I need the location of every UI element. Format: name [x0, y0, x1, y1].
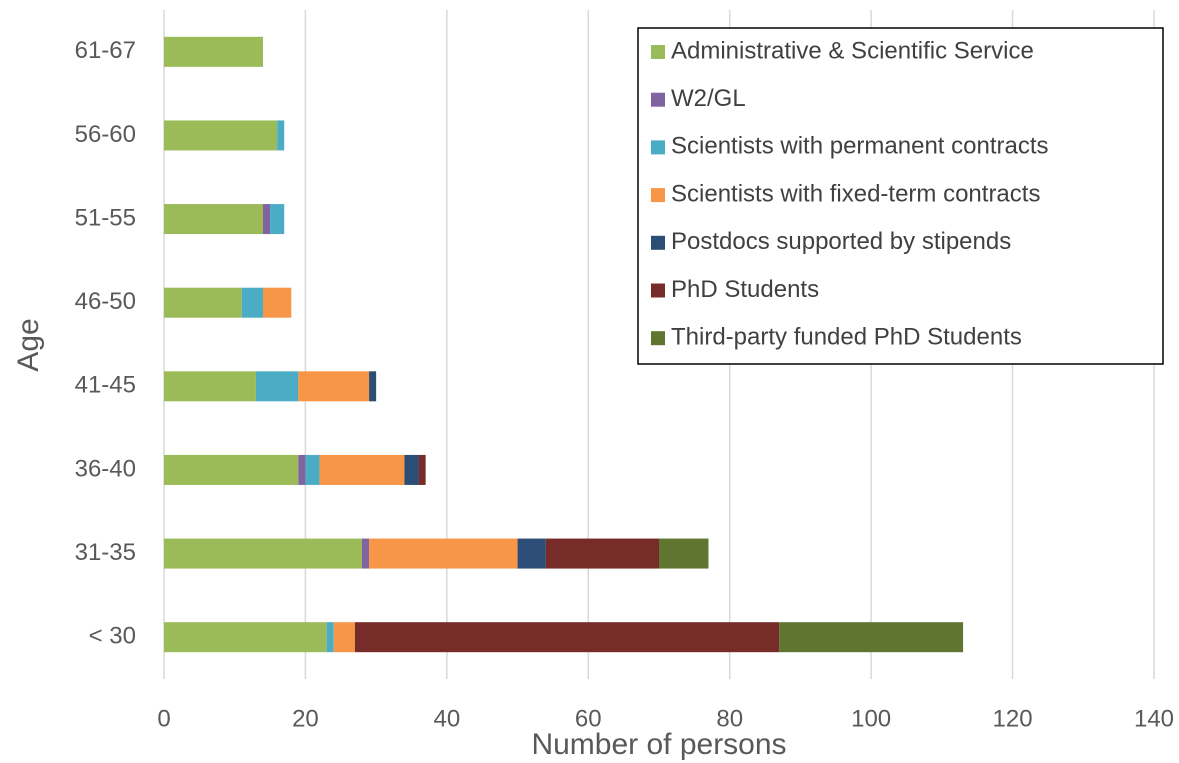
bar-segment [164, 204, 263, 235]
x-tick-label: 80 [716, 705, 743, 732]
bar-segment [404, 454, 419, 485]
bar-segment [164, 454, 299, 485]
bar-segment [326, 622, 334, 653]
y-tick-label: 36-40 [75, 455, 136, 482]
bar-segment [164, 622, 327, 653]
x-tick-label: 140 [1134, 705, 1174, 732]
legend-label: Scientists with fixed-term contracts [671, 180, 1040, 207]
y-axis-title: Age [12, 318, 45, 371]
y-tick-label: < 30 [89, 623, 136, 650]
legend-label: Scientists with permanent contracts [671, 133, 1049, 160]
bar-segment [659, 538, 709, 569]
y-tick-label: 61-67 [75, 37, 136, 64]
x-axis-title: Number of persons [531, 728, 786, 761]
bar-segment [517, 538, 546, 569]
legend-label: Third-party funded PhD Students [671, 324, 1022, 351]
bar-segment [362, 538, 370, 569]
bar-segment [263, 287, 292, 318]
bar-segment [319, 454, 405, 485]
y-tick-label: 56-60 [75, 121, 136, 148]
bar-segment [298, 454, 306, 485]
bar-segment [369, 371, 377, 402]
bar-segment [164, 36, 263, 67]
legend-label: W2/GL [671, 85, 746, 112]
bar-segment [333, 622, 355, 653]
bar-segment [298, 371, 370, 402]
legend-swatch [651, 188, 665, 203]
legend-swatch [651, 45, 665, 59]
bar-segment [164, 371, 256, 402]
bar-segment [164, 287, 242, 318]
legend-label: PhD Students [671, 276, 819, 303]
legend-label: Administrative & Scientific Service [671, 37, 1034, 64]
legend-swatch [651, 92, 665, 107]
y-tick-label: 51-55 [75, 204, 136, 231]
legend-box [637, 27, 1164, 365]
bar-segment [263, 204, 271, 235]
bar-segment [545, 538, 659, 569]
legend-swatch [651, 235, 665, 250]
bar-segment [277, 120, 285, 151]
legend-swatch [651, 283, 665, 298]
legend-label: Postdocs supported by stipends [671, 228, 1011, 255]
y-tick-label: 31-35 [75, 539, 136, 566]
bar-segment [164, 120, 278, 151]
x-tick-label: 100 [851, 705, 891, 732]
bar-segment [418, 454, 426, 485]
x-tick-label: 20 [292, 705, 319, 732]
y-tick-label: 46-50 [75, 288, 136, 315]
bar-segment [241, 287, 263, 318]
legend-swatch [651, 331, 665, 346]
bar-segment [305, 454, 320, 485]
bar-segment [255, 371, 299, 402]
legend-swatch [651, 140, 665, 155]
y-tick-label: 41-45 [75, 372, 136, 399]
bar-segment [164, 538, 362, 569]
bar-segment [354, 622, 780, 653]
bar-segment [270, 204, 285, 235]
x-tick-label: 0 [157, 705, 170, 732]
x-tick-label: 120 [993, 705, 1033, 732]
bar-segment [369, 538, 518, 569]
bar-segment [779, 622, 964, 653]
x-tick-label: 40 [434, 705, 461, 732]
x-tick-label: 60 [575, 705, 602, 732]
